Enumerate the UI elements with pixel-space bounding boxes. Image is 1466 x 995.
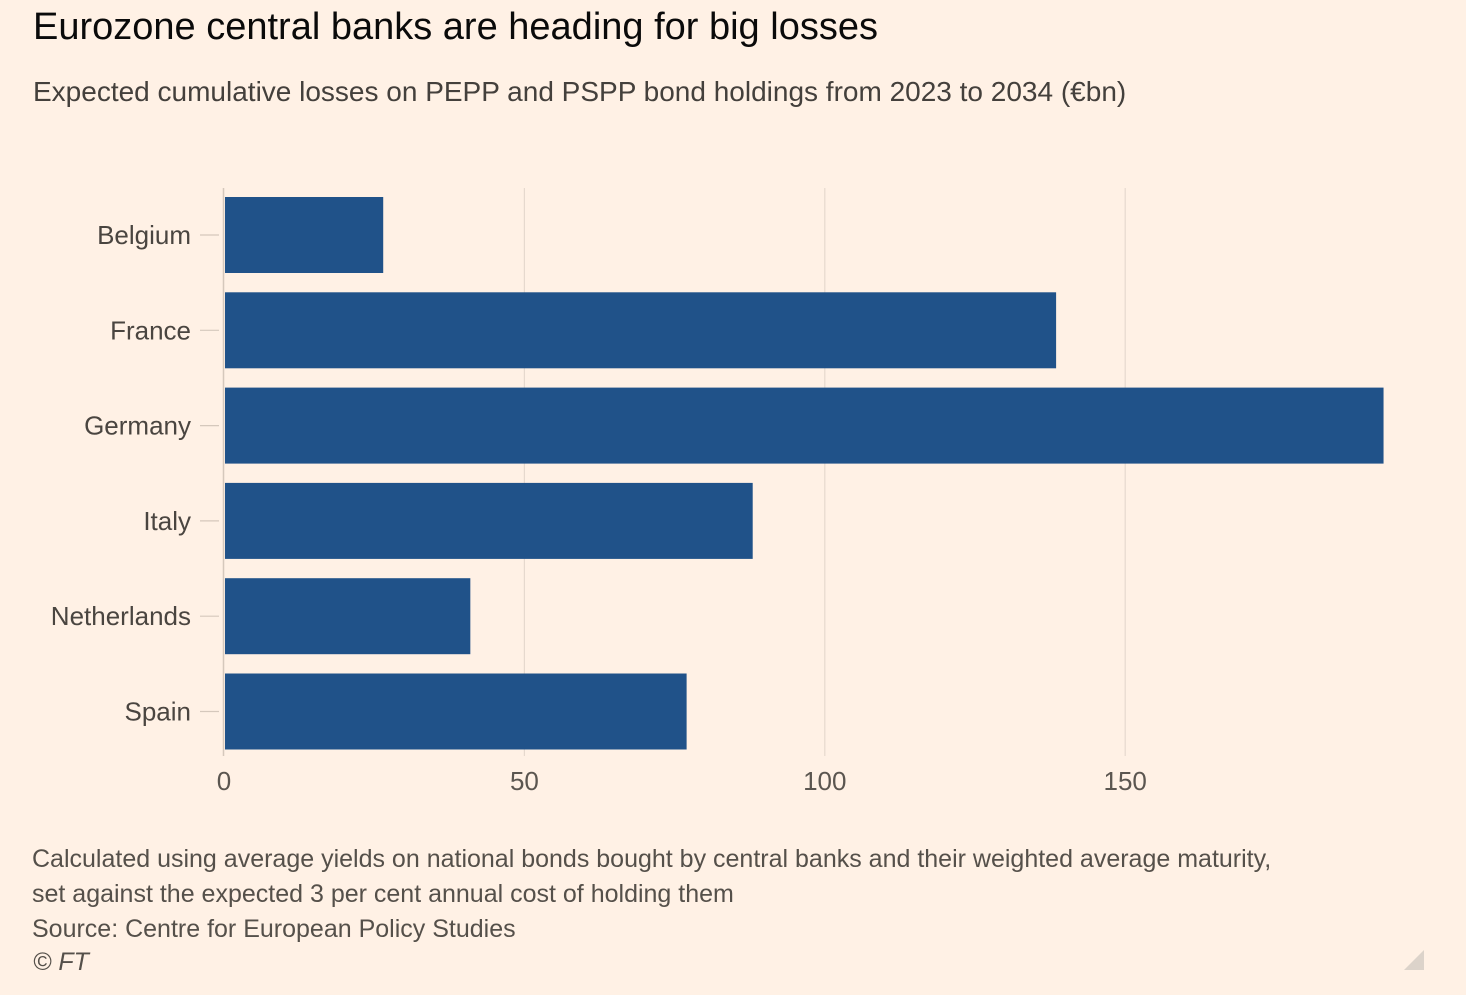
category-label: Italy [143, 506, 191, 536]
footnote-line-1: Calculated using average yields on natio… [32, 845, 1272, 873]
category-label: Belgium [97, 220, 191, 250]
x-tick-label: 150 [1104, 766, 1147, 796]
category-label: Germany [84, 411, 191, 441]
resize-corner-icon [1404, 950, 1424, 970]
bar [225, 197, 384, 273]
category-label: Spain [125, 697, 192, 727]
bar-chart: 0 50 100 150 Belgium France Germany Italy Nether… [51, 188, 1384, 796]
x-tick-label: 100 [803, 766, 846, 796]
chart-subtitle: Expected cumulative losses on PEPP and P… [33, 76, 1127, 107]
chart-title: Eurozone central banks are heading for b… [33, 6, 878, 48]
bar [225, 482, 753, 559]
source-line: Source: Centre for European Policy Studi… [32, 915, 516, 943]
category-label: France [110, 315, 191, 345]
footnote-line-2: set against the expected 3 per cent annu… [32, 880, 734, 908]
x-tick-label: 50 [510, 766, 539, 796]
category-label: Netherlands [51, 601, 191, 631]
bar [225, 673, 687, 750]
copyright: © FT [33, 948, 89, 976]
chart-footnote: Calculated using average yields on natio… [32, 842, 1432, 947]
bar [225, 578, 471, 655]
x-tick-label: 0 [217, 766, 231, 796]
bar [225, 292, 1057, 369]
bar [225, 387, 1384, 464]
